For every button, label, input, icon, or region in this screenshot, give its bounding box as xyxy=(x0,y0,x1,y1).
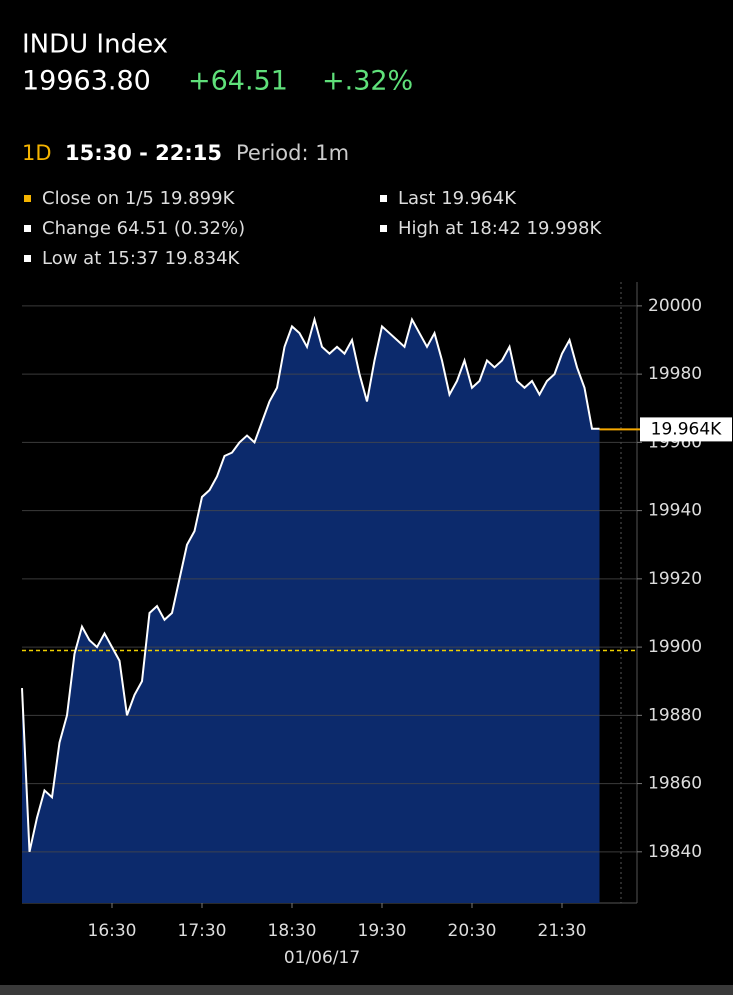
y-tick-label: 19840 xyxy=(648,842,702,862)
legend-marker xyxy=(380,195,387,202)
y-tick-label: 20000 xyxy=(648,296,702,316)
price-line xyxy=(21,315,600,853)
y-tick-label: 19920 xyxy=(648,569,702,589)
legend-text: Last 19.964K xyxy=(398,188,517,209)
legend-marker xyxy=(24,195,31,202)
last-value-box xyxy=(640,417,732,442)
period[interactable]: Period: 1m xyxy=(236,141,349,165)
x-tick-label: 21:30 xyxy=(538,921,587,941)
x-tick-label: 20:30 xyxy=(448,921,497,941)
price: 19963.80 xyxy=(22,66,151,97)
area-fill xyxy=(22,319,600,903)
x-tick-label: 19:30 xyxy=(358,921,407,941)
y-tick-label: 19940 xyxy=(648,501,702,521)
range[interactable]: 1D xyxy=(22,141,52,165)
legend-marker xyxy=(24,255,31,262)
y-tick-label: 19880 xyxy=(648,705,702,725)
index-title: INDU Index xyxy=(22,30,168,60)
x-tick-label: 18:30 xyxy=(268,921,317,941)
legend-text: Close on 1/5 19.899K xyxy=(42,188,236,209)
y-tick-label: 19980 xyxy=(648,364,702,384)
change-pct: +.32% xyxy=(322,66,413,97)
y-tick-label: 19900 xyxy=(648,637,702,657)
x-tick-label: 17:30 xyxy=(178,921,227,941)
bottom-bar xyxy=(0,985,733,995)
legend-marker xyxy=(24,225,31,232)
y-tick-label: 19860 xyxy=(648,774,702,794)
legend-text: Change 64.51 (0.32%) xyxy=(42,218,245,239)
x-date-label: 01/06/17 xyxy=(284,948,360,968)
legend-text: Low at 15:37 19.834K xyxy=(42,248,241,269)
change: +64.51 xyxy=(188,66,288,97)
x-tick-label: 16:30 xyxy=(88,921,137,941)
legend-marker xyxy=(380,225,387,232)
time-span: 15:30 - 22:15 xyxy=(65,141,222,165)
legend-text: High at 18:42 19.998K xyxy=(398,218,602,239)
last-value-label: 19.964K xyxy=(651,419,722,439)
